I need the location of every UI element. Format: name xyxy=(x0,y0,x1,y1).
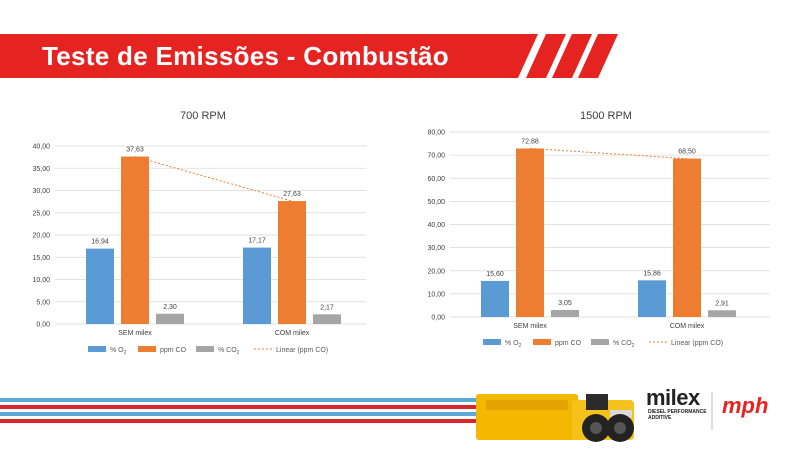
y-tick-label: 40,00 xyxy=(32,144,50,151)
trendline xyxy=(134,156,293,202)
chart-title-700-rpm: 700 RPM xyxy=(180,110,226,122)
data-label: 15,86 xyxy=(643,270,661,277)
milex-logo-tagline: DIESEL PERFORMANCE ADDITIVE xyxy=(648,409,707,421)
bar xyxy=(708,310,736,317)
chart-title-1500-rpm: 1500 RPM xyxy=(580,110,632,122)
bar xyxy=(278,201,306,324)
data-label: 68,50 xyxy=(678,149,696,156)
x-tick-label: COM milex xyxy=(275,330,310,337)
legend-label: % CO2 xyxy=(613,340,635,349)
y-tick-label: 10,00 xyxy=(427,291,445,298)
trendline xyxy=(529,147,688,160)
bar xyxy=(481,280,509,317)
y-tick-label: 5,00 xyxy=(36,299,50,306)
y-tick-label: 30,00 xyxy=(32,188,50,195)
y-tick-label: 25,00 xyxy=(32,210,50,217)
legend-label: Linear (ppm CO) xyxy=(276,347,328,354)
legend-swatch xyxy=(591,339,609,345)
bar xyxy=(313,314,341,324)
y-tick-label: 60,00 xyxy=(427,176,445,183)
bar xyxy=(551,309,579,317)
truck-illustration xyxy=(476,394,634,442)
data-label: 2,30 xyxy=(163,304,177,311)
data-label: 72,88 xyxy=(521,138,539,145)
data-label: 27,63 xyxy=(283,191,301,198)
y-tick-label: 70,00 xyxy=(427,153,445,160)
bar xyxy=(516,148,544,317)
legend-label: ppm CO xyxy=(555,340,582,347)
data-label: 37,63 xyxy=(126,147,144,154)
y-tick-label: 80,00 xyxy=(427,130,445,137)
data-label: 2,17 xyxy=(320,304,334,311)
legend-swatch xyxy=(483,339,501,345)
legend-label: % O2 xyxy=(505,340,522,349)
legend-label: Linear (ppm CO) xyxy=(671,340,723,347)
bar xyxy=(638,280,666,317)
x-tick-label: SEM milex xyxy=(118,330,152,337)
x-tick-label: COM milex xyxy=(670,323,705,330)
bar xyxy=(673,158,701,317)
data-label: 2,91 xyxy=(715,300,729,307)
data-label: 3,05 xyxy=(558,300,572,307)
y-tick-label: 10,00 xyxy=(32,277,50,284)
bar xyxy=(243,247,271,324)
y-tick-label: 0,00 xyxy=(36,322,50,329)
y-tick-label: 20,00 xyxy=(427,268,445,275)
page-title: Teste de Emissões - Combustão xyxy=(42,41,449,71)
mph-logo: mph xyxy=(722,393,769,418)
bar xyxy=(86,248,114,324)
y-tick-label: 0,00 xyxy=(431,315,445,322)
bar xyxy=(121,156,149,324)
y-tick-label: 35,00 xyxy=(32,166,50,173)
legend-swatch xyxy=(88,346,106,352)
y-tick-label: 15,00 xyxy=(32,255,50,262)
legend-label: ppm CO xyxy=(160,347,187,354)
legend-label: % O2 xyxy=(110,347,127,356)
y-tick-label: 40,00 xyxy=(427,222,445,229)
footer-graphic xyxy=(0,392,713,442)
footer-stripes xyxy=(0,398,490,423)
y-tick-label: 50,00 xyxy=(427,199,445,206)
legend-swatch xyxy=(533,339,551,345)
legend-swatch xyxy=(196,346,214,352)
legend-swatch xyxy=(138,346,156,352)
bar xyxy=(156,313,184,324)
y-tick-label: 20,00 xyxy=(32,233,50,240)
y-tick-label: 30,00 xyxy=(427,245,445,252)
x-tick-label: SEM milex xyxy=(513,323,547,330)
data-label: 16,94 xyxy=(91,239,109,246)
milex-logo: milex xyxy=(646,385,700,410)
data-label: 15,60 xyxy=(486,271,504,278)
legend-label: % CO2 xyxy=(218,347,240,356)
title-banner xyxy=(0,34,618,78)
data-label: 17,17 xyxy=(248,238,266,245)
